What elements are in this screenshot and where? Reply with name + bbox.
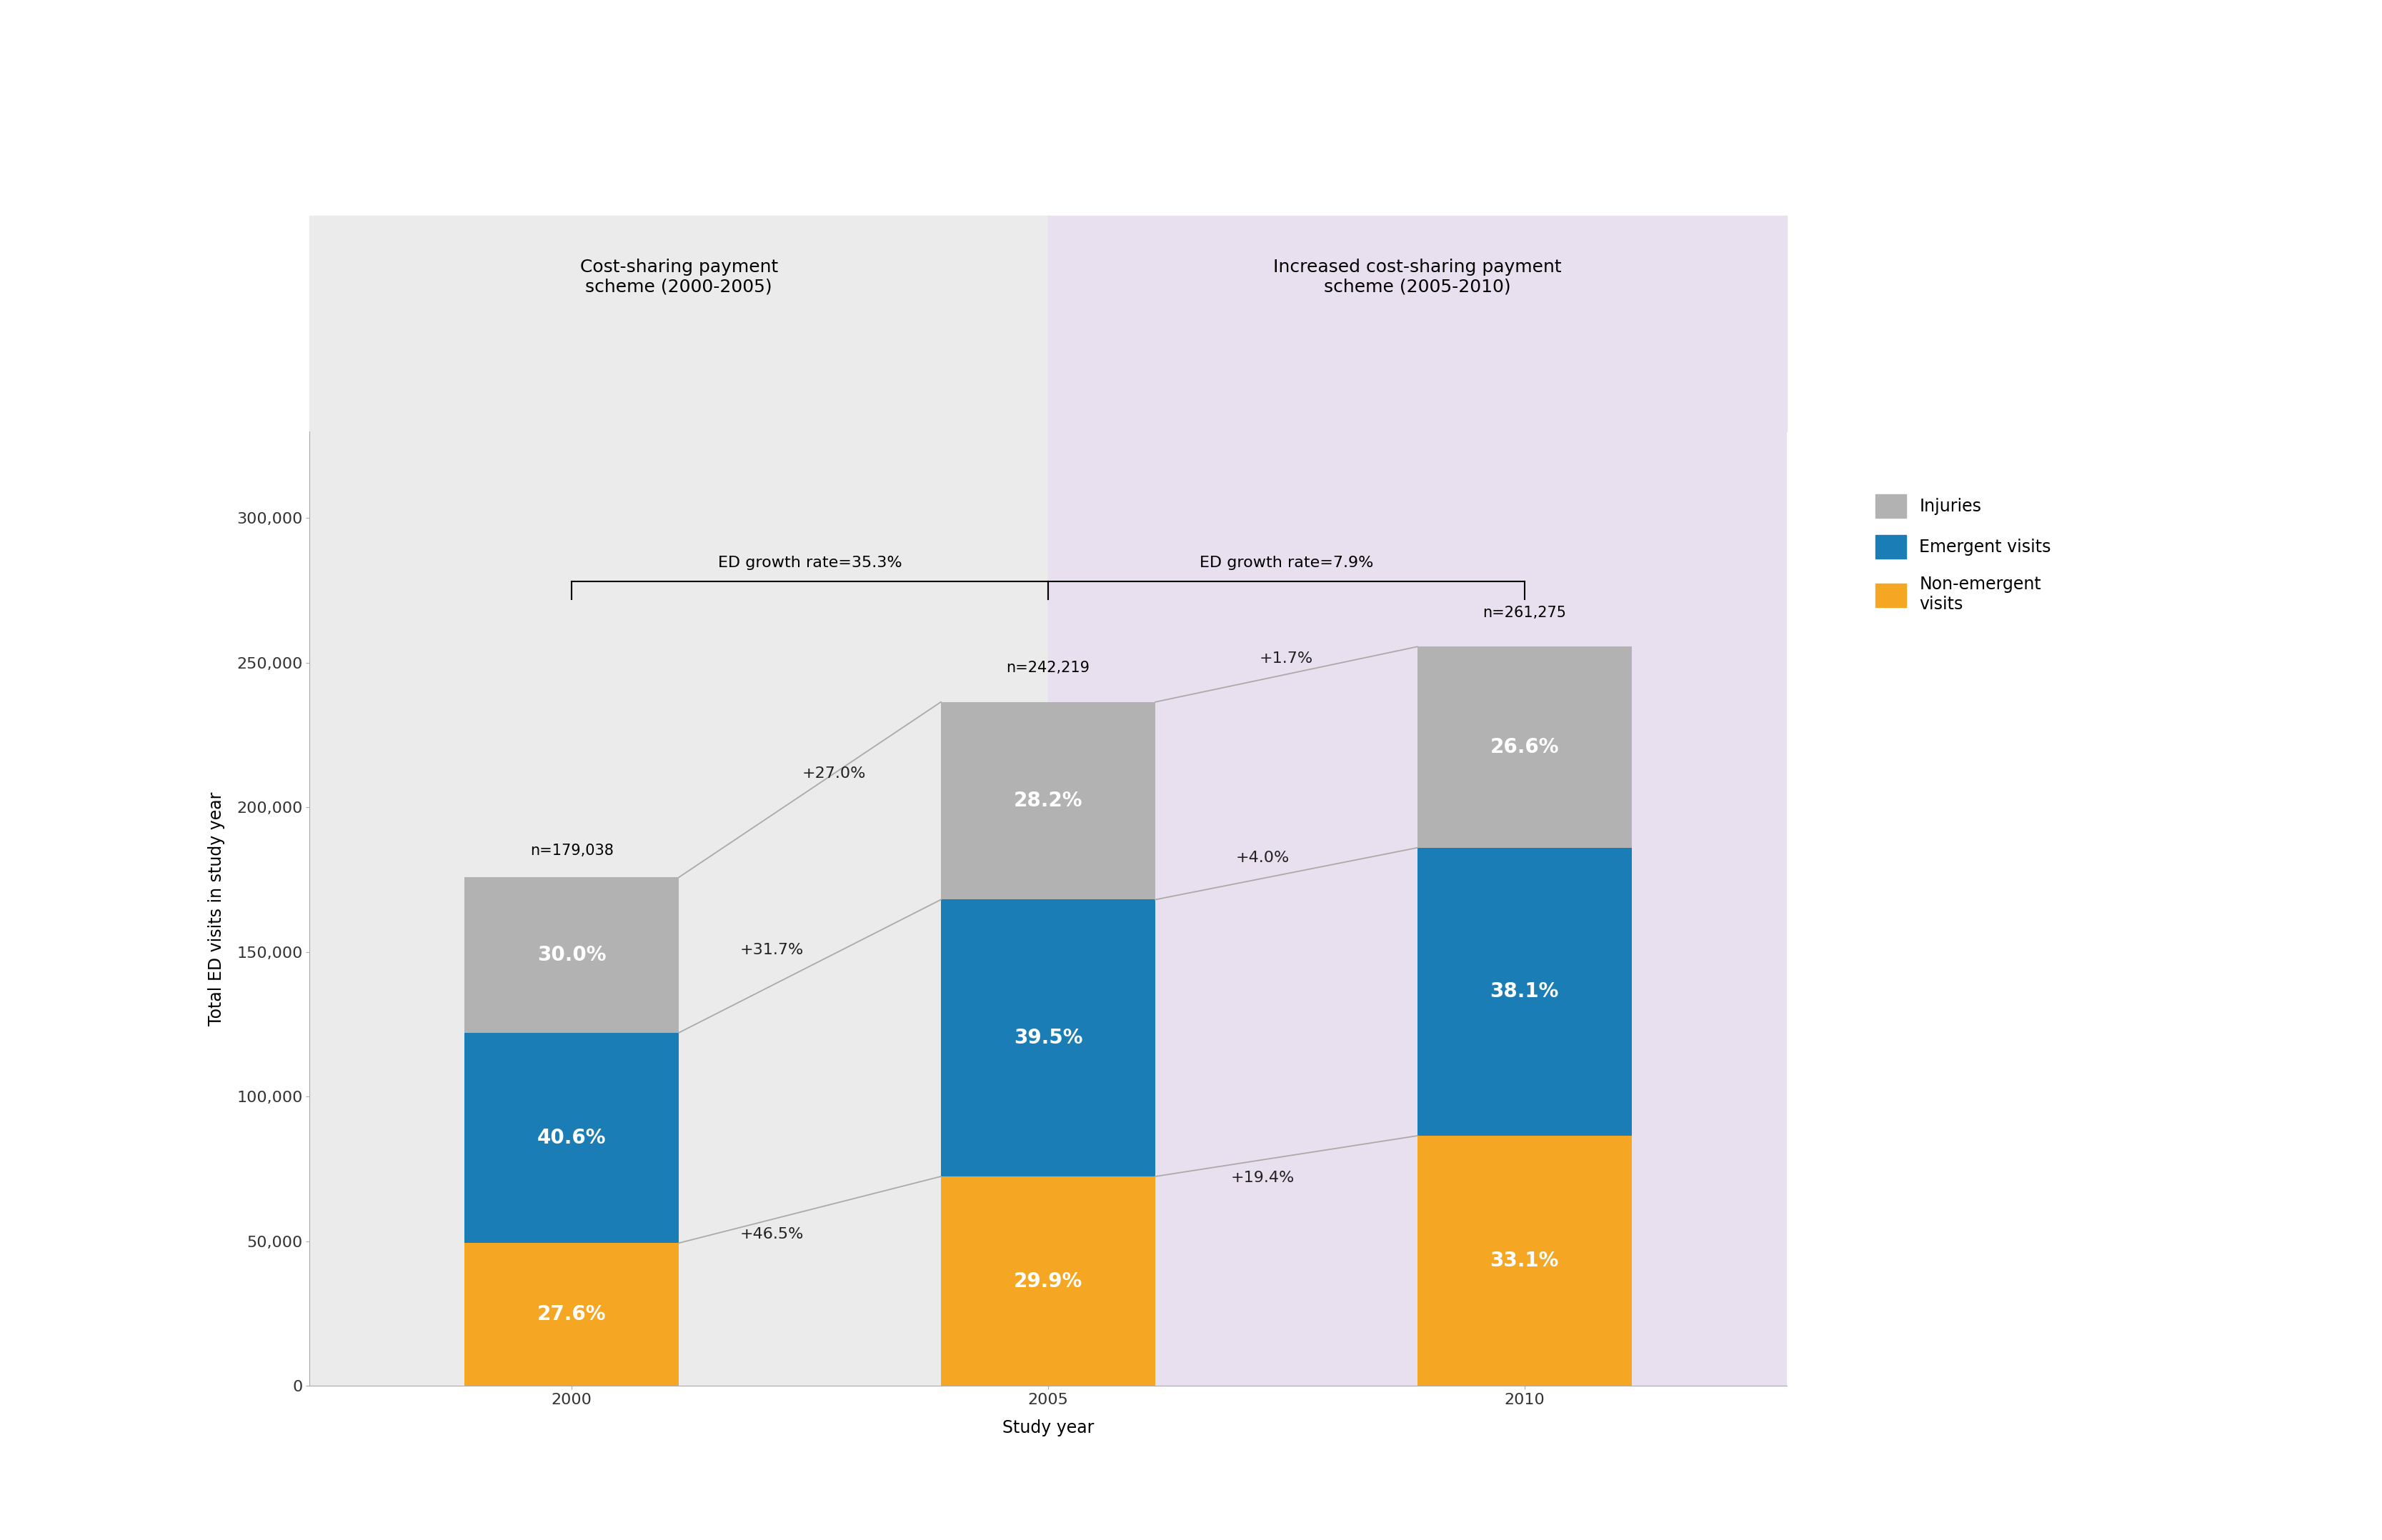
Bar — [1417, 847, 1632, 1137]
Bar — [464, 1243, 679, 1386]
Text: +31.7%: +31.7% — [741, 942, 803, 958]
Bar — [1417, 647, 1632, 847]
Text: 38.1%: 38.1% — [1491, 983, 1558, 1001]
Text: 29.9%: 29.9% — [1015, 1270, 1081, 1291]
Text: +1.7%: +1.7% — [1260, 651, 1312, 665]
Text: +27.0%: +27.0% — [803, 767, 865, 781]
Text: 40.6%: 40.6% — [538, 1127, 605, 1147]
Bar — [464, 878, 679, 1033]
Text: 26.6%: 26.6% — [1491, 738, 1558, 758]
Text: 30.0%: 30.0% — [538, 946, 605, 966]
Legend: Injuries, Emergent visits, Non-emergent
visits: Injuries, Emergent visits, Non-emergent … — [1870, 487, 2058, 619]
Bar — [1048, 431, 1786, 1386]
Bar — [941, 1177, 1155, 1386]
Text: +19.4%: +19.4% — [1231, 1170, 1293, 1184]
Text: n=242,219: n=242,219 — [1005, 661, 1091, 675]
Bar — [464, 1033, 679, 1243]
Text: Increased cost-sharing payment
scheme (2005-2010): Increased cost-sharing payment scheme (2… — [1272, 259, 1563, 296]
Text: +46.5%: +46.5% — [741, 1227, 803, 1241]
Text: Cost-sharing payment
scheme (2000-2005): Cost-sharing payment scheme (2000-2005) — [579, 259, 779, 296]
Text: n=179,038: n=179,038 — [529, 844, 615, 858]
Text: 39.5%: 39.5% — [1015, 1029, 1081, 1049]
Text: n=261,275: n=261,275 — [1482, 605, 1567, 621]
Text: 33.1%: 33.1% — [1491, 1250, 1558, 1270]
Bar — [941, 702, 1155, 899]
Text: 27.6%: 27.6% — [538, 1304, 605, 1324]
Text: 28.2%: 28.2% — [1015, 792, 1081, 812]
Y-axis label: Total ED visits in study year: Total ED visits in study year — [207, 792, 224, 1026]
Text: ED growth rate=7.9%: ED growth rate=7.9% — [1201, 556, 1372, 570]
Text: ED growth rate=35.3%: ED growth rate=35.3% — [717, 556, 903, 570]
Text: +4.0%: +4.0% — [1236, 850, 1289, 865]
Bar — [1417, 1137, 1632, 1386]
Bar — [310, 431, 1048, 1386]
Bar — [941, 899, 1155, 1177]
X-axis label: Study year: Study year — [1003, 1420, 1093, 1437]
